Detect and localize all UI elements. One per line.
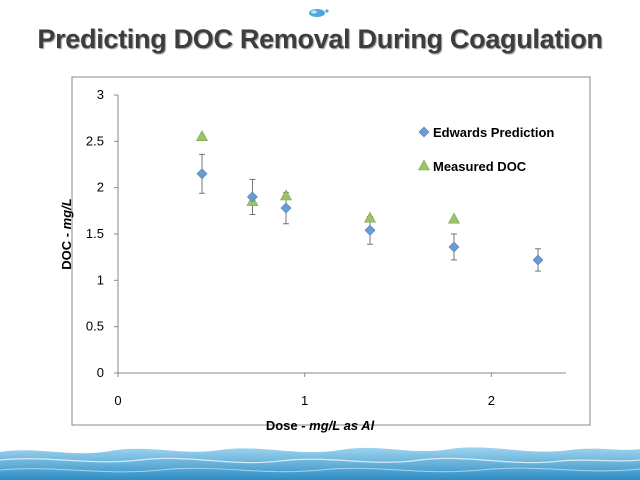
x-axis-ticks: 0 1 2: [114, 373, 495, 408]
edwards-prediction-point: [246, 191, 258, 203]
y-axis-title: DOC - mg/L: [59, 198, 74, 270]
y-axis-ticks: 0 0.5 1 1.5 2 2.5 3: [86, 87, 118, 380]
y-tick-label: 2.5: [86, 133, 104, 148]
edwards-prediction-point: [364, 224, 376, 236]
edwards-prediction-point: [280, 202, 292, 214]
measured-doc-point: [447, 212, 461, 224]
legend-label: Edwards Prediction: [433, 125, 554, 140]
edwards-prediction-point: [448, 241, 460, 253]
y-tick-label: 1.5: [86, 226, 104, 241]
x-tick-label: 0: [114, 393, 121, 408]
y-tick-label: 0: [97, 365, 104, 380]
x-tick-label: 1: [301, 393, 308, 408]
legend: Edwards Prediction Measured DOC: [408, 110, 560, 186]
legend-label: Measured DOC: [433, 159, 527, 174]
edwards-prediction-point: [532, 254, 544, 266]
edwards-prediction-point: [196, 168, 208, 180]
measured-doc-point: [279, 189, 293, 201]
legend-triangle-marker: [417, 159, 431, 171]
data-markers: [195, 130, 544, 266]
y-tick-label: 0.5: [86, 319, 104, 334]
water-wave-icon: [0, 447, 640, 480]
slide-title: Predicting DOC Removal During Coagulatio…: [37, 24, 603, 54]
y-tick-label: 1: [97, 272, 104, 287]
water-drop-logo-icon: [309, 9, 329, 17]
measured-doc-point: [363, 211, 377, 223]
y-tick-label: 2: [97, 180, 104, 195]
legend-diamond-marker: [418, 126, 430, 138]
y-tick-label: 3: [97, 87, 104, 102]
measured-doc-point: [195, 130, 209, 141]
x-tick-label: 2: [488, 393, 495, 408]
x-axis-title: Dose - mg/L as Al: [266, 418, 375, 433]
